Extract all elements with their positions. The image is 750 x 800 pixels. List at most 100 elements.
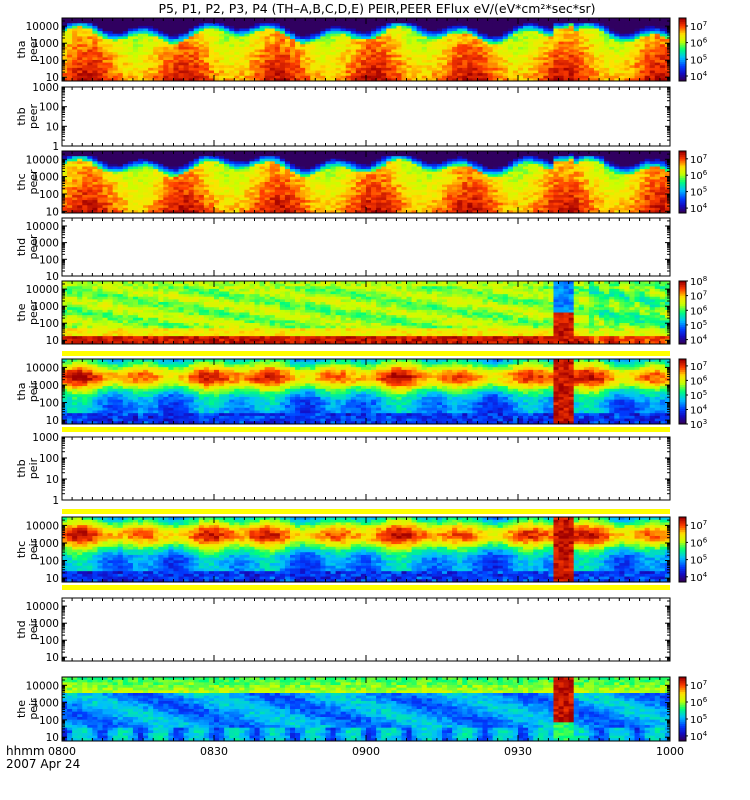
x-tick-labels: 0800 0830 0900 0930 1000 — [48, 745, 684, 758]
panel-the-peir: 107 106 105 104 10 100 1000 10000 the peir — [15, 676, 708, 744]
y-tick-label: 10000 — [26, 21, 59, 33]
panel-label-probe: tha — [15, 382, 28, 400]
y-tick-label: 10 — [46, 652, 59, 664]
panel-label-probe: the — [15, 303, 28, 321]
y-tick-label: 10000 — [26, 680, 59, 692]
colorbar-tick-label: 106 — [690, 696, 708, 709]
colorbar-tick-label: 105 — [690, 186, 707, 199]
colorbar-tick-label: 105 — [690, 713, 707, 726]
y-tick-label: 100 — [39, 556, 59, 568]
y-tick-label: 100 — [39, 189, 59, 201]
panel-label-instrument: peer — [27, 300, 40, 326]
colorbar-tick-label: 104 — [690, 202, 708, 215]
y-tick-label: 10000 — [26, 362, 59, 374]
x-axis-label: hhmm — [6, 744, 45, 758]
panel-thc-peir: 107 106 105 104 10 100 1000 10000 thc peir — [15, 509, 708, 590]
colorbar-tick-label: 105 — [690, 53, 707, 66]
y-tick-label: 1 — [52, 495, 59, 507]
spectrogram-image — [62, 517, 671, 583]
panel-label-probe: thd — [15, 620, 28, 638]
y-tick-label: 100 — [39, 318, 59, 330]
y-tick-label: 100 — [39, 398, 59, 410]
panel-thb-peir: 1 10 100 1000 thb peir — [15, 432, 671, 507]
colorbar-tick-label: 106 — [690, 374, 708, 387]
figure-title: P5, P1, P2, P3, P4 (TH–A,B,C,D,E) PEIR,P… — [158, 1, 595, 16]
y-tick-label: 10000 — [26, 154, 59, 166]
y-tick-label: 100 — [39, 254, 59, 266]
y-tick-label: 1000 — [32, 380, 59, 392]
colorbar: 107 106 105 104 — [678, 516, 708, 584]
colorbar-tick-label: 104 — [690, 70, 708, 83]
colorbar-tick-label: 104 — [690, 571, 708, 584]
spectrogram-image — [62, 281, 671, 345]
panel-label-probe: the — [15, 700, 28, 718]
colorbar-tick-label: 104 — [690, 334, 708, 347]
y-tick-label: 100 — [39, 55, 59, 67]
panel-label-probe: tha — [15, 40, 28, 58]
y-tick-label: 10 — [46, 474, 59, 486]
colorbar-tick-label: 107 — [690, 290, 707, 303]
colorbar-tick-label: 104 — [690, 404, 708, 417]
y-tick-label: 10 — [46, 335, 59, 347]
x-tick-label: 1000 — [656, 745, 684, 758]
y-tick-label: 10 — [46, 573, 59, 585]
y-tick-label: 10 — [46, 206, 59, 218]
panel-frame — [61, 597, 671, 662]
panel-label-instrument: peer — [27, 169, 40, 195]
y-tick-label: 1000 — [32, 38, 59, 50]
panel-label-instrument: peir — [27, 538, 40, 560]
panel-label-instrument: peir — [27, 380, 40, 402]
y-tick-label: 10 — [46, 271, 59, 283]
gap-bar — [62, 351, 670, 356]
y-tick-label: 10 — [46, 732, 59, 744]
colorbar: 107 106 105 104 — [678, 17, 708, 83]
y-tick-label: 1 — [52, 141, 59, 153]
y-tick-label: 10 — [46, 415, 59, 427]
colorbar-tick-label: 107 — [690, 360, 707, 373]
y-tick-label: 10000 — [26, 520, 59, 532]
panel-tha-peer: 107 106 105 104 10 100 1000 10000 tha peer — [15, 17, 708, 84]
colorbar-tick-label: 106 — [690, 536, 708, 549]
y-tick-label: 1000 — [32, 538, 59, 550]
colorbar-tick-label: 107 — [690, 20, 707, 33]
y-tick-label: 1000 — [32, 698, 59, 710]
panel-label-instrument: peir — [27, 618, 40, 640]
colorbar-tick-label: 104 — [690, 730, 708, 743]
y-tick-label: 100 — [39, 635, 59, 647]
colorbar-tick-label: 105 — [690, 389, 707, 402]
panel-label-instrument: peer — [27, 104, 40, 130]
x-tick-label: 0800 — [48, 745, 76, 758]
panel-label-probe: thb — [15, 107, 28, 125]
spectrogram-image — [62, 677, 671, 742]
colorbar: 107 106 105 104 — [678, 150, 708, 215]
y-tick-label: 1000 — [32, 172, 59, 184]
y-tick-label: 100 — [39, 715, 59, 727]
y-tick-label: 1000 — [32, 432, 59, 444]
panel-frame — [61, 436, 671, 501]
colorbar-tick-label: 107 — [690, 153, 707, 166]
panel-label-instrument: peer — [27, 37, 40, 63]
y-tick-label: 10000 — [26, 601, 59, 613]
colorbar-tick-label: 105 — [690, 319, 707, 332]
y-tick-label: 1000 — [32, 301, 59, 313]
panel-thb-peer: 1 10 100 1000 thb peer — [15, 82, 671, 153]
y-tick-label: 1000 — [32, 238, 59, 250]
panel-label-instrument: peer — [27, 234, 40, 260]
panel-frame — [61, 86, 671, 147]
x-tick-label: 0830 — [200, 745, 228, 758]
y-tick-label: 10000 — [26, 284, 59, 296]
gap-bar — [62, 585, 670, 590]
spectrogram-image — [62, 18, 671, 82]
colorbar-tick-label: 103 — [690, 418, 707, 431]
y-tick-label: 1000 — [32, 82, 59, 94]
x-tick-label: 0900 — [352, 745, 380, 758]
spectrogram-image — [62, 359, 671, 425]
panel-thd-peer: 10 100 1000 10000 thd peer — [15, 217, 671, 283]
date-label: 2007 Apr 24 — [6, 757, 80, 771]
y-tick-label: 1000 — [32, 618, 59, 630]
panel-thc-peer: 107 106 105 104 10 100 1000 10000 thc peer — [15, 150, 708, 218]
